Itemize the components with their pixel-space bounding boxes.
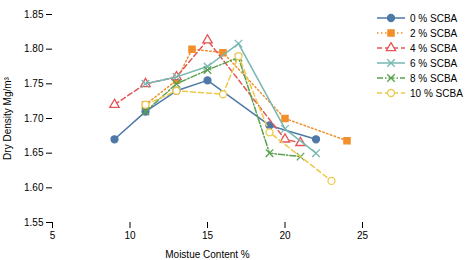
- svg-text:1.70: 1.70: [24, 113, 44, 124]
- svg-text:1.55: 1.55: [24, 217, 44, 228]
- html-text:2 % SCBA: 2 % SCBA: [410, 27, 458, 39]
- svg-text:20: 20: [279, 230, 291, 241]
- svg-text:5: 5: [50, 230, 56, 241]
- html-text:0 % SCBA: 0 % SCBA: [410, 12, 458, 24]
- svg-text:1.65: 1.65: [24, 147, 44, 158]
- svg-text:1.85: 1.85: [24, 9, 44, 20]
- html-text:6 % SCBA: 6 % SCBA: [410, 57, 458, 69]
- html-text:8 % SCBA: 8 % SCBA: [410, 72, 458, 84]
- svg-text:10: 10: [124, 230, 136, 241]
- svg-text:25: 25: [357, 230, 369, 241]
- html-text:10 % SCBA: 10 % SCBA: [410, 87, 463, 99]
- svg-text:Dry Density Mg/m³: Dry Density Mg/m³: [2, 76, 13, 159]
- svg-text:1.80: 1.80: [24, 43, 44, 54]
- svg-text:Moistue Content %: Moistue Content %: [165, 249, 250, 260]
- svg-text:15: 15: [202, 230, 214, 241]
- svg-text:1.60: 1.60: [24, 182, 44, 193]
- html-text:4 % SCBA: 4 % SCBA: [410, 42, 458, 54]
- svg-text:1.75: 1.75: [24, 78, 44, 89]
